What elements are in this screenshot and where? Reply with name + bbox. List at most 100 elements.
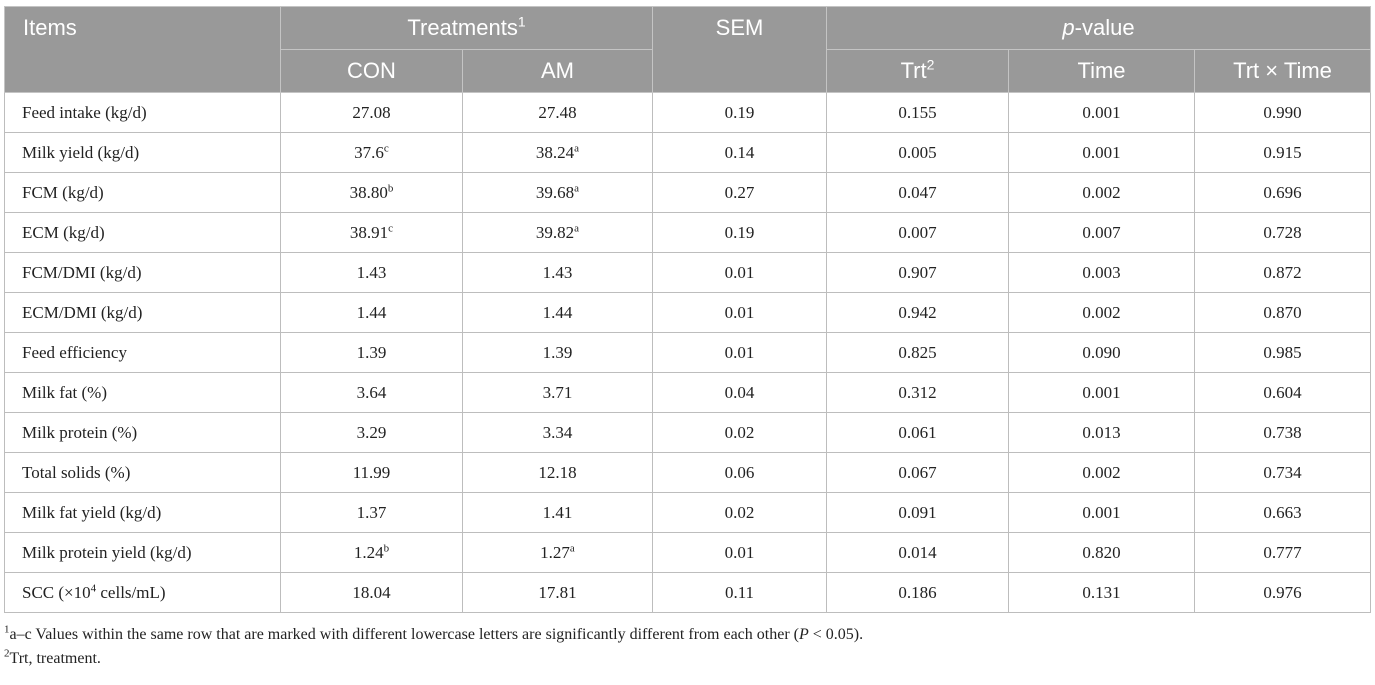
cell-am: 39.82a: [462, 212, 653, 253]
cell-am: 1.43: [462, 252, 653, 293]
cell-trt: 0.825: [826, 332, 1009, 373]
cell-sem: 0.27: [652, 172, 827, 213]
cell-time: 0.131: [1008, 572, 1195, 613]
header-am: AM: [462, 49, 653, 93]
table-row: FCM/DMI (kg/d) 1.43 1.43 0.01 0.907 0.00…: [4, 252, 1371, 293]
row-item: Milk fat yield (kg/d): [4, 492, 281, 533]
cell-con: 18.04: [280, 572, 463, 613]
cell-trt: 0.014: [826, 532, 1009, 573]
cell-trt-time: 0.604: [1194, 372, 1371, 413]
row-item: FCM (kg/d): [4, 172, 281, 213]
cell-trt-time: 0.915: [1194, 132, 1371, 173]
table-row: Milk fat (%) 3.64 3.71 0.04 0.312 0.001 …: [4, 372, 1371, 413]
cell-sem: 0.19: [652, 92, 827, 133]
cell-trt: 0.155: [826, 92, 1009, 133]
cell-am: 1.41: [462, 492, 653, 533]
cell-trt-time: 0.777: [1194, 532, 1371, 573]
cell-trt: 0.907: [826, 252, 1009, 293]
cell-am: 3.71: [462, 372, 653, 413]
cell-sem: 0.01: [652, 252, 827, 293]
cell-sem: 0.04: [652, 372, 827, 413]
cell-sem: 0.02: [652, 412, 827, 453]
cell-time: 0.007: [1008, 212, 1195, 253]
cell-time: 0.013: [1008, 412, 1195, 453]
cell-time: 0.001: [1008, 92, 1195, 133]
cell-trt: 0.312: [826, 372, 1009, 413]
cell-am: 12.18: [462, 452, 653, 493]
cell-trt: 0.942: [826, 292, 1009, 333]
cell-time: 0.003: [1008, 252, 1195, 293]
cell-time: 0.001: [1008, 372, 1195, 413]
row-item: FCM/DMI (kg/d): [4, 252, 281, 293]
cell-sem: 0.01: [652, 292, 827, 333]
row-item: Milk yield (kg/d): [4, 132, 281, 173]
cell-sem: 0.02: [652, 492, 827, 533]
header-treatments: Treatments1: [280, 6, 653, 50]
cell-trt-time: 0.738: [1194, 412, 1371, 453]
cell-am: 3.34: [462, 412, 653, 453]
cell-am: 1.44: [462, 292, 653, 333]
cell-am: 39.68a: [462, 172, 653, 213]
cell-con: 1.24b: [280, 532, 463, 573]
footnote-2: 2Trt, treatment.: [4, 647, 101, 667]
table-row: Milk fat yield (kg/d) 1.37 1.41 0.02 0.0…: [4, 492, 1371, 533]
cell-con: 38.80b: [280, 172, 463, 213]
cell-con: 1.37: [280, 492, 463, 533]
cell-time: 0.002: [1008, 292, 1195, 333]
table-row: ECM/DMI (kg/d) 1.44 1.44 0.01 0.942 0.00…: [4, 292, 1371, 333]
table-figure: Items Treatments1 SEM p-value CON AM Trt…: [4, 6, 1371, 671]
cell-sem: 0.01: [652, 532, 827, 573]
cell-con: 3.29: [280, 412, 463, 453]
cell-trt: 0.007: [826, 212, 1009, 253]
cell-trt-time: 0.870: [1194, 292, 1371, 333]
header-items: Items: [4, 6, 281, 93]
header-sem: SEM: [652, 6, 827, 93]
table-row: Total solids (%) 11.99 12.18 0.06 0.067 …: [4, 452, 1371, 493]
cell-con: 1.43: [280, 252, 463, 293]
cell-trt: 0.047: [826, 172, 1009, 213]
cell-time: 0.002: [1008, 452, 1195, 493]
table-row: SCC (×104 cells/mL) 18.04 17.81 0.11 0.1…: [4, 572, 1371, 613]
cell-trt-time: 0.663: [1194, 492, 1371, 533]
cell-con: 1.44: [280, 292, 463, 333]
table-body: Feed intake (kg/d) 27.08 27.48 0.19 0.15…: [4, 92, 1371, 613]
row-item: Milk protein yield (kg/d): [4, 532, 281, 573]
header-con: CON: [280, 49, 463, 93]
row-item: Feed intake (kg/d): [4, 92, 281, 133]
row-item: ECM/DMI (kg/d): [4, 292, 281, 333]
cell-trt-time: 0.696: [1194, 172, 1371, 213]
cell-time: 0.001: [1008, 492, 1195, 533]
cell-time: 0.001: [1008, 132, 1195, 173]
cell-trt: 0.091: [826, 492, 1009, 533]
header-time: Time: [1008, 49, 1195, 93]
row-item: Milk fat (%): [4, 372, 281, 413]
header-trt-time: Trt × Time: [1194, 49, 1371, 93]
cell-sem: 0.11: [652, 572, 827, 613]
cell-am: 1.39: [462, 332, 653, 373]
table-header: Items Treatments1 SEM p-value CON AM Trt…: [4, 6, 1371, 93]
cell-trt: 0.186: [826, 572, 1009, 613]
cell-con: 1.39: [280, 332, 463, 373]
cell-con: 27.08: [280, 92, 463, 133]
cell-sem: 0.19: [652, 212, 827, 253]
cell-time: 0.002: [1008, 172, 1195, 213]
cell-trt-time: 0.734: [1194, 452, 1371, 493]
table-row: FCM (kg/d) 38.80b 39.68a 0.27 0.047 0.00…: [4, 172, 1371, 213]
cell-sem: 0.06: [652, 452, 827, 493]
row-item: Feed efficiency: [4, 332, 281, 373]
cell-trt-time: 0.728: [1194, 212, 1371, 253]
cell-time: 0.090: [1008, 332, 1195, 373]
table-row: ECM (kg/d) 38.91c 39.82a 0.19 0.007 0.00…: [4, 212, 1371, 253]
cell-trt: 0.061: [826, 412, 1009, 453]
table-row: Feed intake (kg/d) 27.08 27.48 0.19 0.15…: [4, 92, 1371, 133]
cell-am: 17.81: [462, 572, 653, 613]
cell-time: 0.820: [1008, 532, 1195, 573]
row-item: Total solids (%): [4, 452, 281, 493]
cell-am: 1.27a: [462, 532, 653, 573]
table-row: Milk protein (%) 3.29 3.34 0.02 0.061 0.…: [4, 412, 1371, 453]
cell-sem: 0.01: [652, 332, 827, 373]
cell-trt: 0.005: [826, 132, 1009, 173]
results-table: Items Treatments1 SEM p-value CON AM Trt…: [4, 6, 1371, 613]
cell-trt-time: 0.985: [1194, 332, 1371, 373]
table-row: Milk protein yield (kg/d) 1.24b 1.27a 0.…: [4, 532, 1371, 573]
